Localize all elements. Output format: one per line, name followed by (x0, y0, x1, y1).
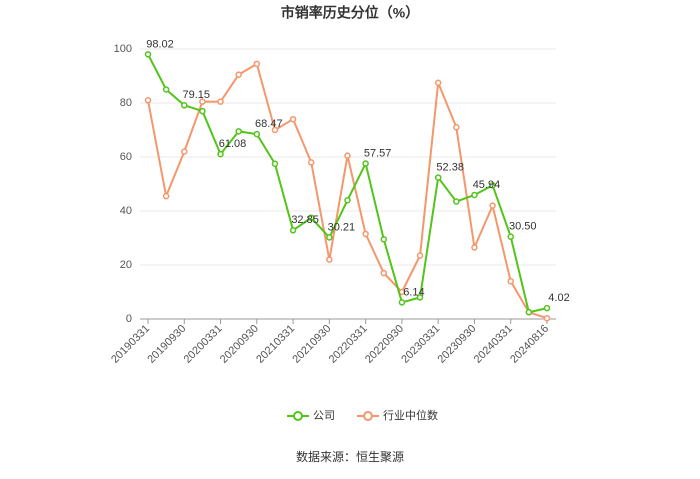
legend-label: 公司 (313, 410, 335, 422)
point (525, 309, 533, 316)
chart-title: 市销率历史分位（%） (281, 5, 419, 21)
point (307, 214, 315, 221)
point (380, 236, 388, 243)
point (434, 174, 442, 181)
point (453, 124, 460, 131)
legend-swatch (363, 411, 373, 421)
point (162, 192, 170, 200)
point (471, 191, 478, 199)
data-label: 57.57 (364, 147, 392, 159)
point (217, 150, 224, 158)
x-tick-label: 20190930 (145, 323, 188, 366)
point (416, 252, 424, 259)
point (326, 256, 333, 263)
data-label: 68.47 (255, 118, 283, 130)
point (344, 196, 351, 204)
data-label: 4.02 (548, 292, 569, 304)
point (289, 227, 297, 234)
y-tick-label: 80 (120, 97, 132, 109)
point (362, 230, 369, 238)
point (344, 152, 351, 159)
point (144, 97, 152, 104)
point (235, 71, 242, 78)
point (434, 79, 442, 86)
data-label: 45.94 (473, 179, 501, 191)
point (253, 130, 261, 138)
y-tick-label: 100 (114, 43, 132, 55)
point (471, 244, 478, 251)
point (543, 304, 551, 312)
x-tick-label: 20240331 (472, 323, 515, 366)
point (289, 115, 297, 123)
source: 数据来源：恒生聚源 (296, 449, 404, 464)
x-tick-label: 20190331 (109, 323, 152, 366)
data-label: 6.14 (403, 286, 424, 298)
x-tick-label: 20200331 (182, 323, 225, 366)
point (380, 269, 388, 277)
point (543, 314, 551, 322)
y-tick-label: 40 (120, 205, 132, 217)
legend-swatch (293, 411, 303, 421)
point (507, 277, 514, 285)
point (489, 182, 496, 189)
x-tick-label: 20200930 (218, 323, 261, 366)
point (271, 160, 279, 167)
x-tick-label: 20210930 (290, 323, 333, 366)
x-tick-label: 20230331 (399, 323, 442, 366)
y-tick-label: 0 (126, 313, 132, 325)
point (271, 126, 279, 134)
data-label: 30.50 (509, 221, 537, 233)
data-label: 30.21 (328, 221, 356, 233)
point (144, 51, 152, 58)
point (199, 98, 206, 105)
point (253, 60, 261, 68)
data-label: 79.15 (183, 89, 211, 101)
x-tick-label: 20210331 (254, 323, 297, 366)
point (326, 234, 333, 241)
point (453, 198, 460, 205)
series-line (147, 62, 548, 320)
point (162, 86, 170, 93)
point (416, 294, 424, 301)
y-tick-label: 60 (120, 151, 132, 163)
y-tick-label: 20 (120, 259, 132, 271)
x-tick-label: 20220930 (363, 323, 406, 366)
point (362, 160, 369, 167)
point (507, 233, 514, 240)
point (489, 202, 496, 209)
point (398, 299, 406, 306)
data-label: 52.38 (436, 161, 464, 173)
point (181, 148, 188, 155)
x-tick-label: 20230930 (436, 323, 479, 366)
point (307, 159, 315, 166)
legend-label: 行业中位数 (383, 408, 438, 422)
point (235, 128, 242, 135)
x-tick-label: 20220331 (327, 323, 370, 366)
point (181, 102, 188, 109)
data-label: 98.02 (146, 38, 174, 50)
point (199, 107, 206, 115)
data-label: 61.08 (219, 138, 247, 150)
data-label: 32.85 (291, 214, 319, 226)
point (217, 98, 224, 105)
x-tick-label: 20240816 (508, 323, 551, 366)
